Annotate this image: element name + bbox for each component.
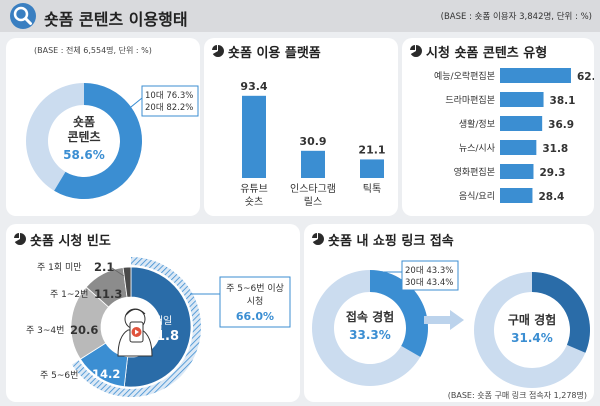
access-donut-slice <box>370 270 428 357</box>
frequency-slice-label: 주 1회 미만 <box>37 262 82 273</box>
type-bar-value: 62.1 <box>577 71 594 83</box>
usage-center-label-2: 콘텐츠 <box>67 129 100 144</box>
header-base-note: (BASE : 숏폼 이용자 3,842명, 단위 : %) <box>440 12 592 22</box>
type-title: 시청 숏폼 콘텐츠 유형 <box>426 46 548 61</box>
usage-callout-line1: 10대 76.3% <box>145 91 193 101</box>
type-bar-value: 28.4 <box>538 191 564 203</box>
platform-bar <box>301 150 325 178</box>
type-panel <box>402 38 594 216</box>
type-bar-chart: 예능/오락편집본 62.1 드라마편집본 38.1 생활/정보 36.9 뉴스/시사 31.8… <box>434 68 594 203</box>
access-callout-box <box>401 260 459 291</box>
type-bar-label: 예능/오락편집본 <box>434 70 495 82</box>
frequency-slice-label: 매일 <box>154 315 172 327</box>
leader-line <box>111 267 125 277</box>
usage-donut-slice <box>54 83 142 199</box>
platform-bar-label: 인스타그램 <box>290 183 336 195</box>
buy-label: 구매 경험 <box>508 312 556 327</box>
platform-bar-label: 유튜브 <box>240 183 268 195</box>
type-bar-value: 36.9 <box>548 119 574 131</box>
frequency-slice-label: 주 3~4번 <box>26 325 64 336</box>
platform-bar-value: 93.4 <box>240 80 267 93</box>
usage-callout-line2: 20대 82.2% <box>145 103 193 113</box>
usage-base-note: (BASE : 전체 6,554명, 단위 : %) <box>34 46 152 55</box>
shopping-base-note: (BASE: 숏폼 구매 링크 접속자 1,278명) <box>448 390 587 400</box>
platform-bar-value: 30.9 <box>299 135 326 148</box>
usage-center-value: 58.6% <box>63 148 105 162</box>
buy-value: 31.4% <box>511 331 553 345</box>
platform-bar-label: 숏츠 <box>245 196 263 208</box>
frequency-donut: 매일 51.8 주 5~6번 14.2 주 3~4번 20.6 주 1~2번 11.3 주 1회… <box>26 257 291 397</box>
type-bar <box>500 68 571 83</box>
frequency-callout-box <box>219 276 291 328</box>
person-with-phone-icon <box>117 308 153 357</box>
frequency-callout-value: 66.0% <box>236 310 274 323</box>
type-bar-label: 뉴스/시사 <box>459 143 496 154</box>
frequency-title: 숏폼 시청 빈도 <box>30 234 111 249</box>
usage-center-label-1: 숏폼 <box>73 115 95 129</box>
buy-donut-slice <box>532 272 590 353</box>
platform-bar-value: 21.1 <box>358 143 385 156</box>
pie-icon <box>212 45 224 57</box>
type-bar <box>500 164 534 179</box>
frequency-slice-label: 주 5~6번 <box>40 370 78 381</box>
frequency-slice-value: 51.8 <box>147 329 179 344</box>
type-bar-label: 음식/요리 <box>459 191 495 202</box>
pie-icon <box>312 233 324 245</box>
access-callout-line1: 20대 43.3% <box>405 266 453 276</box>
access-label: 접속 경험 <box>346 309 394 324</box>
platform-bar <box>242 95 266 178</box>
type-bar <box>500 116 543 131</box>
frequency-slice <box>122 266 132 298</box>
access-value: 33.3% <box>349 328 391 342</box>
magnifier-icon <box>10 3 36 29</box>
usage-callout-line <box>125 97 143 112</box>
shopping-donuts: 접속 경험 33.3% 구매 경험 31.4% 20대 43.3% 30대 43… <box>311 260 590 400</box>
type-bar-value: 38.1 <box>550 95 576 107</box>
platform-bar-label: 틱톡 <box>363 183 381 195</box>
page-title: 숏폼 콘텐츠 이용행태 <box>44 10 188 29</box>
type-bar <box>500 92 544 107</box>
pie-icon <box>14 233 26 245</box>
shopping-title: 숏폼 내 쇼핑 링크 접속 <box>328 234 454 249</box>
type-bar <box>500 188 533 203</box>
platform-bar-label: 릴스 <box>304 195 322 208</box>
type-bar-label: 영화편집본 <box>454 166 495 178</box>
frequency-slice-value: 11.3 <box>94 287 122 301</box>
type-bar-value: 29.3 <box>539 167 565 179</box>
type-bar <box>500 140 537 155</box>
type-bar-label: 드라마편집본 <box>445 94 495 106</box>
frequency-slice <box>123 266 192 388</box>
header-bar <box>0 0 600 32</box>
arrow-right-icon <box>424 310 464 330</box>
frequency-slice-value: 2.1 <box>94 260 114 274</box>
access-callout-line2: 30대 43.4% <box>405 278 453 288</box>
platform-panel <box>204 38 398 216</box>
usage-callout-box <box>141 85 199 117</box>
usage-donut: 숏폼 콘텐츠 58.6% 10대 76.3% 20대 82.2% <box>25 83 199 199</box>
frequency-slice-value: 20.6 <box>70 323 98 337</box>
frequency-callout-line2: 시청 <box>247 296 264 307</box>
pie-icon <box>410 45 422 57</box>
platform-bar <box>360 159 384 178</box>
platform-title: 숏폼 이용 플랫폼 <box>228 46 321 61</box>
type-bar-label: 생활/정보 <box>459 118 495 130</box>
frequency-slice-value: 14.2 <box>92 367 120 381</box>
frequency-slice-label: 주 1~2번 <box>50 289 88 300</box>
frequency-callout-line1: 주 5~6번 이상 <box>226 283 284 294</box>
type-bar-value: 31.8 <box>542 143 568 155</box>
